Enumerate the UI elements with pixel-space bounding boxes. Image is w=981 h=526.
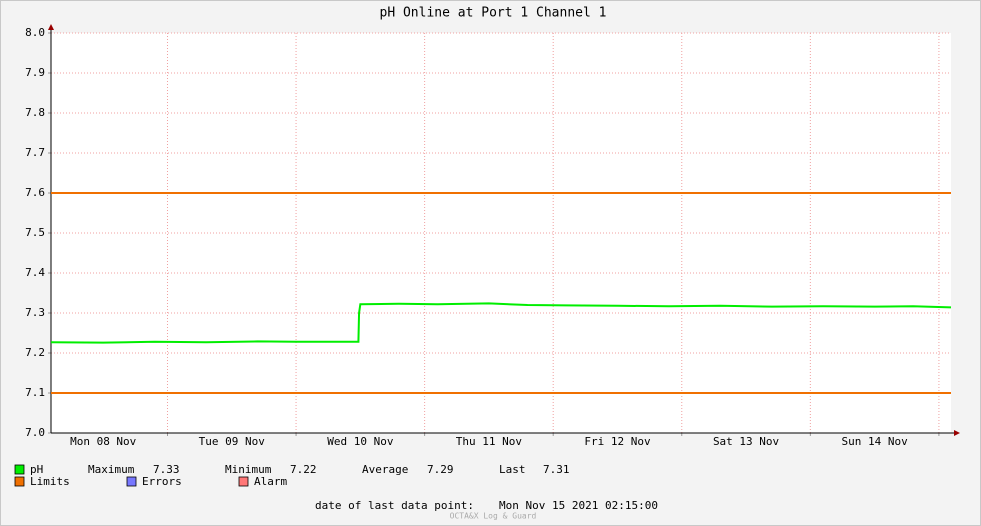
x-tick-label: Mon 08 Nov bbox=[70, 435, 137, 448]
x-tick-label: Tue 09 Nov bbox=[199, 435, 266, 448]
y-tick-label: 7.3 bbox=[25, 306, 45, 319]
y-axis-arrow bbox=[48, 24, 54, 30]
stat-label: Average bbox=[362, 463, 408, 476]
y-tick-label: 7.4 bbox=[25, 266, 45, 279]
y-tick-label: 7.5 bbox=[25, 226, 45, 239]
y-tick-label: 7.0 bbox=[25, 426, 45, 439]
watermark: OCTA&X Log & Guard bbox=[450, 512, 537, 521]
stat-value: 7.33 bbox=[153, 463, 180, 476]
x-tick-label: Wed 10 Nov bbox=[327, 435, 394, 448]
y-tick-label: 7.7 bbox=[25, 146, 45, 159]
chart-title: pH Online at Port 1 Channel 1 bbox=[380, 6, 607, 21]
y-tick-label: 7.1 bbox=[25, 386, 45, 399]
legend-swatch bbox=[126, 476, 137, 487]
x-tick-label: Fri 12 Nov bbox=[584, 435, 651, 448]
legend-swatch bbox=[14, 464, 25, 475]
stat-label: Maximum bbox=[88, 463, 135, 476]
legend-label: Alarm bbox=[254, 475, 287, 488]
legend-swatch bbox=[238, 476, 249, 487]
stat-label: Last bbox=[499, 463, 526, 476]
y-tick-label: 7.8 bbox=[25, 106, 45, 119]
y-tick-label: 7.6 bbox=[25, 186, 45, 199]
legend-label: pH bbox=[30, 463, 43, 476]
legend-label: Limits bbox=[30, 475, 70, 488]
stat-label: Minimum bbox=[225, 463, 272, 476]
y-tick-label: 7.9 bbox=[25, 66, 45, 79]
y-tick-label: 7.2 bbox=[25, 346, 45, 359]
legend-label: Errors bbox=[142, 475, 182, 488]
x-tick-label: Sat 13 Nov bbox=[713, 435, 780, 448]
stat-value: 7.29 bbox=[427, 463, 454, 476]
x-axis-arrow bbox=[954, 430, 960, 436]
stat-value: 7.31 bbox=[543, 463, 570, 476]
stat-value: 7.22 bbox=[290, 463, 317, 476]
footer-date: Mon Nov 15 2021 02:15:00 bbox=[499, 499, 658, 512]
x-tick-label: Thu 11 Nov bbox=[456, 435, 523, 448]
data-line bbox=[50, 302, 952, 344]
y-tick-label: 8.0 bbox=[25, 26, 45, 39]
legend-swatch bbox=[14, 476, 25, 487]
x-tick-label: Sun 14 Nov bbox=[842, 435, 909, 448]
footer-label: date of last data point: bbox=[315, 499, 474, 512]
